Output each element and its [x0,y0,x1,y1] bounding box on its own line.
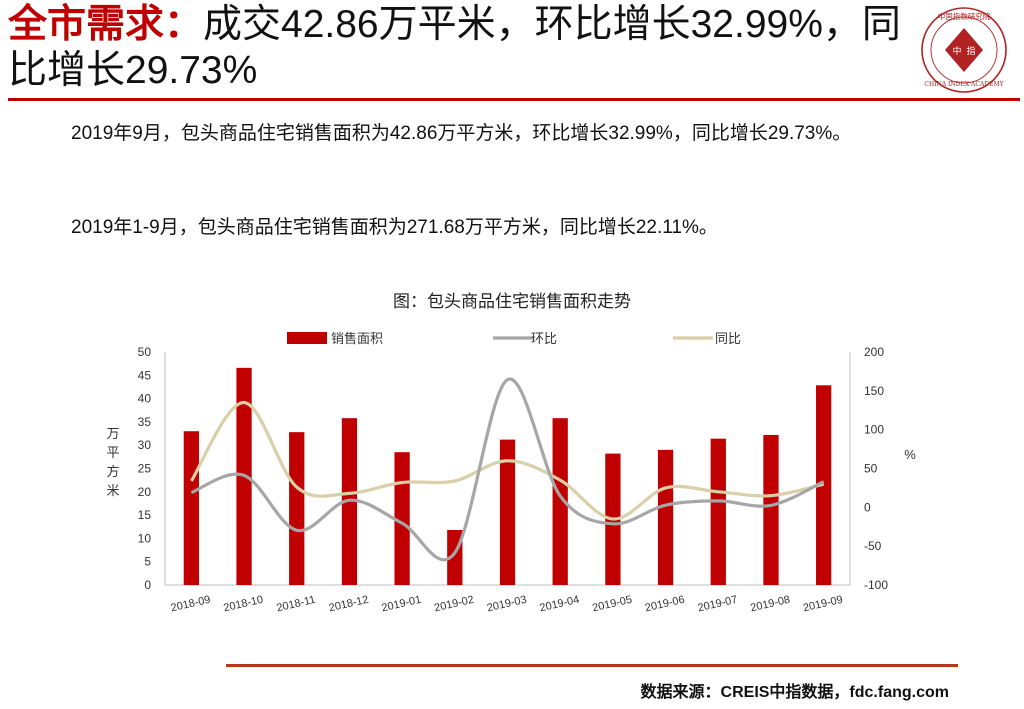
seal-char-right: 指 [966,45,975,57]
y-right-tick-label: -50 [864,539,882,553]
seal-outer-text: 中国指数研究院 [938,11,991,21]
title-highlight: 全市需求： [8,3,204,46]
seal-char-left: 中 [952,45,961,57]
y-left-tick-label: 5 [144,555,151,569]
data-source: 数据来源：CREIS中指数据，fdc.fang.com [640,684,949,701]
bar-sales-area [657,449,674,585]
legend-label-mom: 环比 [531,331,557,346]
bar-sales-area [394,452,410,585]
y-right-tick-label: 50 [864,462,878,476]
paragraph-monthly: 2019年9月，包头商品住宅销售面积为42.86万平方米，环比增长32.99%，… [71,123,852,144]
legend-label-yoy: 同比 [715,331,741,346]
bar-sales-area [552,418,568,585]
y-right-tick-label: 200 [864,345,884,359]
line-mom [190,377,825,562]
x-tick-label: 2018-11 [275,594,316,615]
x-tick-label: 2019-08 [749,594,791,615]
y-left-tick-label: 35 [138,415,152,429]
legend-swatch-sales-area [287,332,327,344]
y-left-tick-label: 25 [138,462,152,476]
y-left-axis-label-char: 米 [106,483,119,498]
y-left-axis-label-char: 万 [106,426,119,441]
title-rest: 成交42.86万平米，环比增长32.99%，同比增长29.73% [8,3,901,92]
x-tick-label: 2019-02 [433,594,475,615]
x-tick-label: 2019-03 [486,594,528,615]
y-left-tick-label: 30 [138,438,152,452]
y-left-tick-label: 15 [138,508,152,522]
y-left-axis-label-char: 方 [106,464,119,479]
footer-divider [226,664,958,667]
y-right-tick-label: -100 [864,578,888,592]
y-right-tick-label: 0 [864,500,871,514]
y-left-tick-label: 20 [138,485,152,499]
y-left-axis-label-char: 平 [106,445,119,460]
x-tick-label: 2018-10 [222,594,264,615]
x-tick-label: 2019-09 [802,594,844,615]
x-tick-label: 2019-06 [644,594,686,615]
bar-sales-area [289,432,305,585]
seal-english-text: CHINA INDEX ACADEMY [924,81,1004,88]
x-tick-label: 2018-09 [170,594,212,615]
line-yoy [189,400,825,521]
y-right-axis-label: % [904,447,916,462]
y-left-tick-label: 45 [138,368,152,382]
y-left-tick-label: 0 [144,578,151,592]
x-tick-label: 2019-01 [380,594,422,615]
legend-label-sales-area: 销售面积 [331,331,383,346]
x-tick-label: 2018-12 [328,594,370,615]
title-divider [8,98,1020,101]
bar-sales-area [763,434,779,585]
x-tick-label: 2019-07 [697,594,739,615]
x-tick-label: 2019-04 [538,594,580,615]
y-right-tick-label: 150 [864,384,884,398]
bar-sales-area [710,438,726,585]
slide-title: 全市需求：成交42.86万平米，环比增长32.99%，同比增长29.73% [8,2,908,94]
y-right-tick-label: 100 [864,423,884,437]
y-left-tick-label: 10 [138,531,152,545]
y-left-tick-label: 40 [138,392,152,406]
sales-area-chart: 0 5 10 15 20 25 30 35 40 45 50 -100 -50 0 50 100 150 200 万… [106,331,916,615]
bar-sales-area [183,431,199,585]
seal-center-emblem: 中 指 [945,28,983,72]
y-left-tick-label: 50 [138,345,152,359]
china-index-academy-seal: 中国指数研究院 中 指 CHINA INDEX ACADEMY [921,7,1007,93]
x-tick-label: 2019-05 [591,594,633,615]
bar-sales-area [499,439,516,585]
paragraph-ytd: 2019年1-9月，包头商品住宅销售面积为271.68万平方米，同比增长22.1… [71,217,718,238]
chart-title: 图：包头商品住宅销售面积走势 [393,292,631,311]
